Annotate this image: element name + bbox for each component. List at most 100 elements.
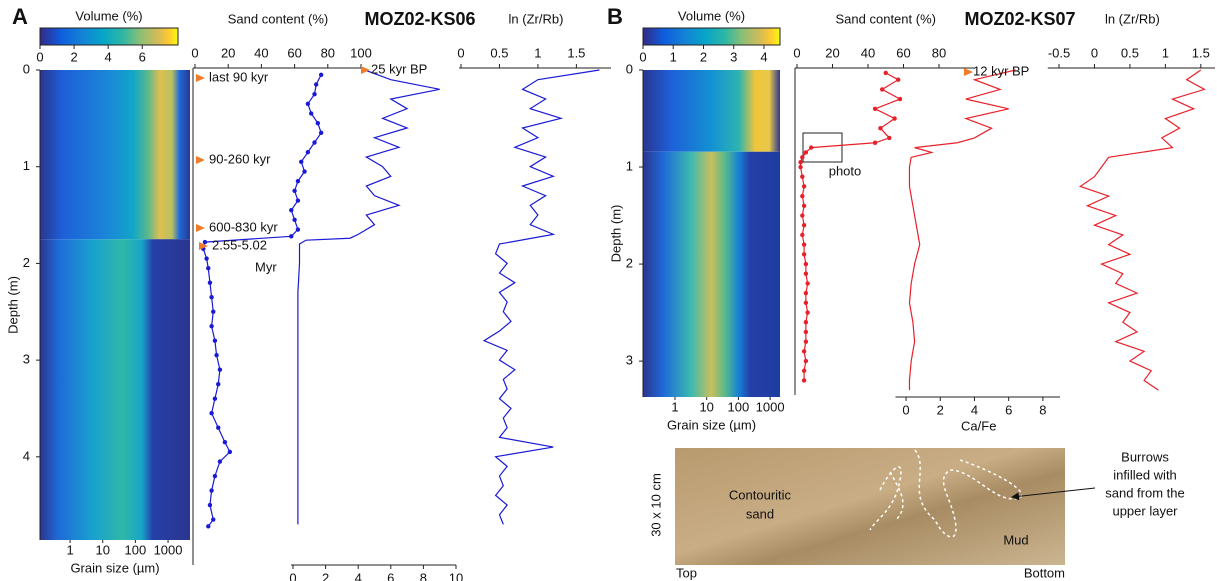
data-point: [309, 111, 314, 116]
y-tick-label: 0: [23, 61, 30, 76]
data-point: [800, 174, 805, 179]
data-line: [202, 74, 322, 527]
annotation: 2.55-5.02: [212, 237, 267, 252]
x-tick-label: 1: [66, 542, 73, 557]
data-point: [798, 164, 803, 170]
x-axis-label: Sand content (%): [228, 11, 328, 26]
data-line: [482, 69, 600, 525]
data-point: [295, 227, 301, 232]
chart-title: MOZ02-KS06: [364, 9, 475, 29]
data-point: [809, 145, 814, 150]
colorbar-tick-label: 4: [760, 49, 767, 64]
annotation: photo: [829, 163, 862, 178]
panel-label: B: [607, 4, 623, 29]
x-tick-label: 2: [937, 402, 944, 417]
colorbar-tick-label: 4: [105, 49, 112, 64]
y-tick-label: 2: [626, 256, 633, 271]
data-point: [214, 353, 219, 358]
colorbar-label: Volume (%): [678, 8, 745, 23]
x-axis-label: ln (Zr/Rb): [1105, 11, 1160, 26]
data-point: [800, 193, 805, 199]
x-axis-label: Sand content (%): [836, 11, 936, 26]
data-point: [217, 367, 223, 372]
data-point: [299, 159, 304, 165]
data-point: [295, 198, 301, 203]
photo-box: [802, 132, 843, 163]
data-point: [312, 91, 317, 97]
x-tick-label: 0.5: [490, 45, 508, 60]
data-point: [798, 159, 803, 165]
y-tick-label: 4: [23, 448, 30, 463]
data-point: [805, 281, 810, 286]
data-point: [295, 178, 301, 184]
data-point: [211, 309, 216, 314]
data-point: [803, 329, 809, 335]
x-tick-label: 40: [254, 45, 268, 60]
x-tick-label: 1.5: [1192, 45, 1210, 60]
y-axis-label: Depth (m): [5, 276, 20, 334]
x-axis-label: Ca/Fe: [961, 418, 996, 433]
x-tick-label: 0: [457, 45, 464, 60]
age-arrow: [196, 156, 205, 164]
colorbar-tick-label: 6: [139, 49, 146, 64]
y-tick-label: 3: [626, 353, 633, 368]
data-point: [206, 524, 211, 529]
data-point: [209, 411, 214, 416]
data-point: [305, 101, 311, 107]
data-point: [292, 217, 297, 223]
photo: [675, 132, 1096, 565]
photo-right: Bottom: [1024, 565, 1065, 580]
data-point: [800, 213, 805, 218]
data-point: [202, 239, 208, 245]
data-point: [803, 290, 809, 296]
data-point: [803, 320, 809, 325]
x-tick-label: 10: [699, 399, 713, 414]
data-point: [801, 252, 807, 257]
core-photo: [675, 448, 1065, 565]
data-point: [803, 358, 809, 364]
data-point: [801, 349, 807, 354]
data-point: [800, 232, 805, 238]
y-tick-label: 1: [626, 158, 633, 173]
data-point: [880, 87, 885, 92]
data-point: [878, 126, 883, 131]
age-arrow: [196, 74, 205, 82]
callout: sand from the: [1105, 485, 1185, 500]
y-axis-label: Depth (m): [608, 205, 623, 263]
panel-label: A: [12, 4, 28, 29]
colorbar-tick-label: 0: [36, 49, 43, 64]
callout: upper layer: [1112, 503, 1178, 518]
data-point: [289, 207, 294, 213]
x-tick-label: 0: [902, 402, 909, 417]
data-point: [222, 440, 228, 445]
chart-title: MOZ02-KS07: [964, 9, 1075, 29]
annotation: 25 kyr BP: [371, 61, 427, 76]
x-tick-label: 8: [1039, 402, 1046, 417]
colorbar-tick-label: 2: [700, 49, 707, 64]
x-tick-label: 80: [321, 45, 335, 60]
data-point: [212, 473, 218, 479]
data-point: [209, 294, 214, 300]
x-axis-label: Grain size (µm): [70, 560, 159, 575]
data-point: [872, 106, 878, 112]
data-point: [313, 82, 319, 87]
x-tick-label: 0: [289, 570, 296, 581]
data-point: [801, 368, 807, 373]
callout-arrow: [1011, 487, 1096, 501]
data-point: [227, 449, 233, 455]
data-point: [801, 223, 807, 228]
data-point: [887, 135, 892, 141]
heatmap-lower: [643, 151, 780, 397]
photo-label: Contouritic: [729, 487, 792, 502]
x-tick-label: 1.5: [567, 45, 585, 60]
annotation: Myr: [255, 259, 277, 274]
data-point: [803, 150, 809, 155]
x-tick-label: 0: [1091, 45, 1098, 60]
data-point: [895, 77, 901, 82]
annotation: 12 kyr BP: [973, 63, 1029, 78]
x-tick-label: 6: [387, 570, 394, 581]
colorbar: [39, 27, 179, 46]
heatmap-lower: [40, 239, 190, 540]
x-tick-label: -0.5: [1048, 45, 1070, 60]
